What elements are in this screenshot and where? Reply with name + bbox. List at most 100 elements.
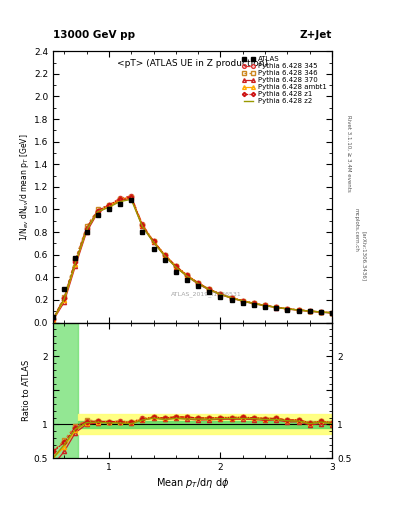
Pythia 6.428 ambt1 — [285, 306, 290, 312]
Pythia 6.428 z1 — [173, 263, 178, 269]
ATLAS — [107, 206, 111, 212]
Pythia 6.428 z1 — [229, 294, 234, 301]
ATLAS — [229, 297, 234, 303]
ATLAS — [118, 201, 122, 207]
Pythia 6.428 z1 — [285, 306, 290, 312]
Pythia 6.428 345 — [207, 286, 212, 292]
Pythia 6.428 z2 — [73, 260, 78, 266]
Pythia 6.428 ambt1 — [95, 209, 100, 215]
Pythia 6.428 ambt1 — [263, 302, 268, 308]
Text: Rivet 3.1.10, ≥ 3.4M events: Rivet 3.1.10, ≥ 3.4M events — [346, 115, 351, 192]
Pythia 6.428 z2 — [196, 281, 200, 287]
Pythia 6.428 345 — [118, 195, 122, 201]
Pythia 6.428 z1 — [218, 291, 223, 297]
Pythia 6.428 346 — [185, 272, 189, 278]
Pythia 6.428 z1 — [84, 226, 89, 232]
Pythia 6.428 345 — [229, 294, 234, 301]
Pythia 6.428 z2 — [95, 209, 100, 215]
Pythia 6.428 ambt1 — [129, 194, 134, 200]
Pythia 6.428 370 — [51, 317, 55, 324]
Pythia 6.428 370 — [173, 264, 178, 270]
ATLAS — [319, 309, 323, 315]
Pythia 6.428 370 — [84, 229, 89, 235]
Pythia 6.428 z1 — [196, 280, 200, 286]
Pythia 6.428 345 — [51, 316, 55, 322]
Pythia 6.428 z2 — [274, 304, 279, 310]
Pythia 6.428 ambt1 — [241, 297, 245, 304]
Pythia 6.428 346 — [73, 256, 78, 262]
Y-axis label: Ratio to ATLAS: Ratio to ATLAS — [22, 360, 31, 421]
Pythia 6.428 346 — [252, 300, 256, 306]
Line: Pythia 6.428 370: Pythia 6.428 370 — [51, 196, 334, 323]
Pythia 6.428 ambt1 — [319, 309, 323, 315]
ATLAS — [263, 304, 268, 310]
ATLAS — [140, 229, 145, 235]
Pythia 6.428 z2 — [218, 291, 223, 297]
ATLAS — [51, 314, 55, 320]
Pythia 6.428 346 — [129, 194, 134, 200]
Pythia 6.428 345 — [185, 272, 189, 278]
Pythia 6.428 ambt1 — [196, 280, 200, 286]
Pythia 6.428 346 — [229, 294, 234, 301]
Pythia 6.428 z1 — [162, 252, 167, 258]
Text: mcplots.cern.ch: mcplots.cern.ch — [354, 208, 359, 252]
Line: Pythia 6.428 ambt1: Pythia 6.428 ambt1 — [51, 195, 334, 322]
Pythia 6.428 z2 — [151, 239, 156, 245]
Pythia 6.428 345 — [330, 310, 334, 316]
Pythia 6.428 z1 — [73, 259, 78, 265]
Pythia 6.428 ambt1 — [207, 286, 212, 292]
Pythia 6.428 346 — [296, 307, 301, 313]
Pythia 6.428 z2 — [129, 196, 134, 202]
Pythia 6.428 z2 — [263, 303, 268, 309]
ATLAS — [274, 305, 279, 311]
Pythia 6.428 345 — [173, 263, 178, 269]
Line: Pythia 6.428 346: Pythia 6.428 346 — [51, 195, 334, 321]
Pythia 6.428 346 — [241, 297, 245, 304]
Pythia 6.428 z1 — [51, 316, 55, 322]
Pythia 6.428 370 — [218, 291, 223, 297]
Pythia 6.428 z2 — [51, 316, 55, 323]
Pythia 6.428 346 — [319, 309, 323, 315]
ATLAS — [241, 300, 245, 306]
ATLAS — [173, 269, 178, 275]
Pythia 6.428 z2 — [62, 296, 66, 302]
Pythia 6.428 ambt1 — [229, 294, 234, 301]
Pythia 6.428 346 — [263, 302, 268, 308]
Pythia 6.428 370 — [285, 306, 290, 312]
Pythia 6.428 ambt1 — [252, 300, 256, 306]
ATLAS — [252, 302, 256, 308]
Pythia 6.428 z2 — [107, 204, 111, 210]
Pythia 6.428 ambt1 — [84, 227, 89, 233]
Text: <pT> (ATLAS UE in Z production): <pT> (ATLAS UE in Z production) — [117, 59, 268, 68]
Pythia 6.428 z1 — [319, 309, 323, 315]
Pythia 6.428 370 — [229, 295, 234, 302]
Pythia 6.428 370 — [185, 273, 189, 279]
Line: Pythia 6.428 z2: Pythia 6.428 z2 — [53, 199, 332, 319]
Pythia 6.428 370 — [207, 287, 212, 293]
ATLAS — [207, 289, 212, 295]
Pythia 6.428 z1 — [263, 302, 268, 308]
Pythia 6.428 345 — [307, 308, 312, 314]
Pythia 6.428 z1 — [252, 300, 256, 306]
Pythia 6.428 ambt1 — [218, 291, 223, 297]
Pythia 6.428 z2 — [296, 307, 301, 313]
Pythia 6.428 370 — [196, 281, 200, 287]
Pythia 6.428 370 — [151, 239, 156, 245]
Pythia 6.428 345 — [95, 207, 100, 214]
Text: ATLAS_2019_I1736531: ATLAS_2019_I1736531 — [171, 291, 242, 297]
ATLAS — [95, 212, 100, 218]
Pythia 6.428 370 — [296, 307, 301, 313]
Pythia 6.428 ambt1 — [151, 238, 156, 244]
Pythia 6.428 345 — [274, 304, 279, 310]
ATLAS — [151, 246, 156, 252]
Pythia 6.428 346 — [140, 222, 145, 228]
Pythia 6.428 346 — [218, 291, 223, 297]
Pythia 6.428 345 — [218, 291, 223, 297]
Pythia 6.428 345 — [252, 300, 256, 306]
Pythia 6.428 z1 — [95, 207, 100, 214]
Pythia 6.428 z1 — [129, 194, 134, 200]
ATLAS — [330, 310, 334, 316]
Pythia 6.428 z2 — [241, 298, 245, 304]
Pythia 6.428 345 — [241, 297, 245, 304]
Line: ATLAS: ATLAS — [51, 198, 334, 319]
